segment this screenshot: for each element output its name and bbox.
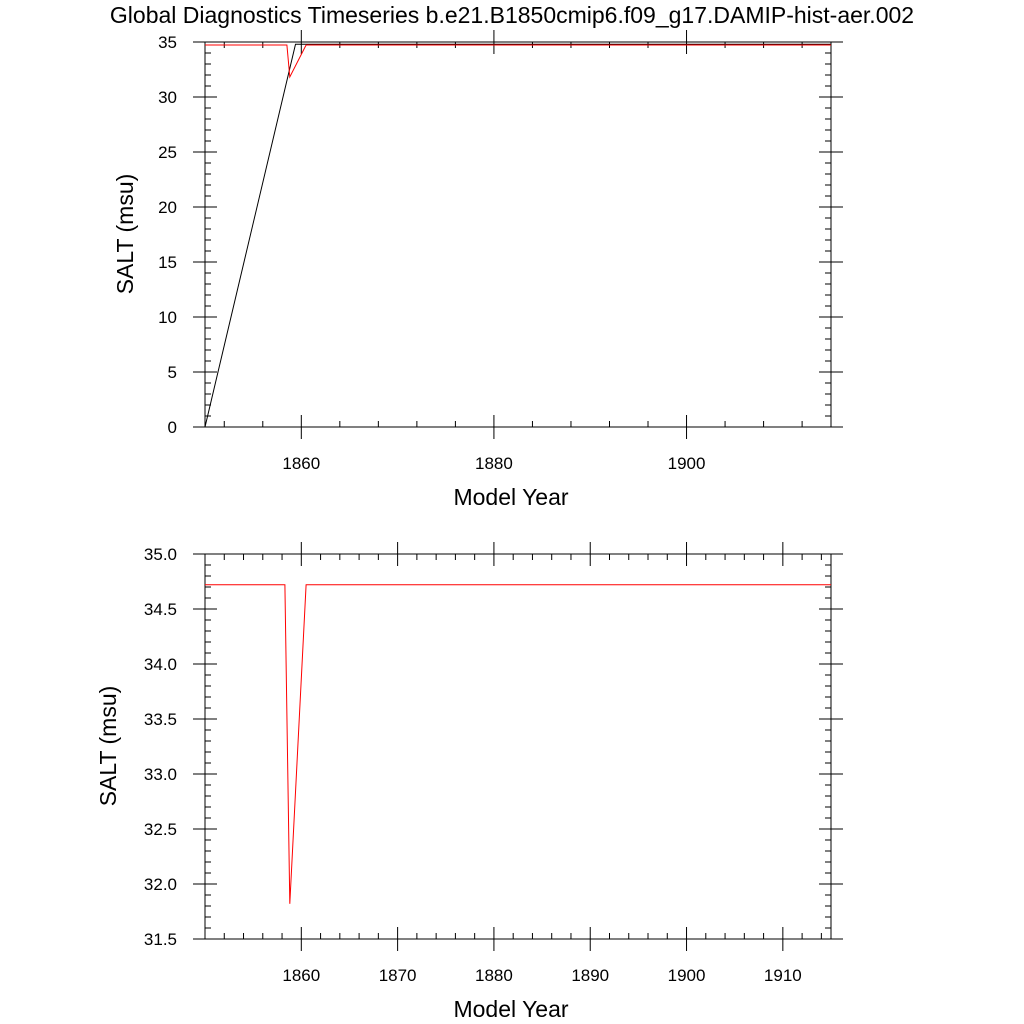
bottom-panel-ylabel: SALT (msu): [95, 686, 121, 807]
bottom-panel-y-tick-label: 33.5: [144, 710, 177, 729]
bottom-panel-y-tick-label: 34.5: [144, 600, 177, 619]
top-panel-xlabel: Model Year: [453, 484, 568, 510]
bottom-panel-xlabel: Model Year: [453, 996, 568, 1022]
bottom-panel-x-tick-label: 1880: [475, 966, 513, 985]
top-panel-y-tick-label: 35: [158, 33, 177, 52]
bottom-panel-x-tick-label: 1890: [571, 966, 609, 985]
top-panel-y-tick-label: 5: [168, 363, 177, 382]
top-panel-series-line-1: [205, 44, 831, 79]
top-panel-y-tick-label: 25: [158, 143, 177, 162]
bottom-panel-y-tick-label: 35.0: [144, 545, 177, 564]
bottom-panel-y-tick-label: 31.5: [144, 930, 177, 949]
bottom-panel-x-tick-label: 1900: [668, 966, 706, 985]
top-panel: 1860 1880 1900 0 5 10 15 20 25 30 35 Model Year SA…: [112, 30, 843, 510]
top-panel-y-tick-label: 10: [158, 308, 177, 327]
bottom-panel-y-tick-label: 32.5: [144, 820, 177, 839]
top-panel-y-tick-label: 30: [158, 88, 177, 107]
bottom-panel-x-tick-label: 1860: [282, 966, 320, 985]
top-panel-x-tick-label: 1900: [668, 454, 706, 473]
top-panel-y-tick-label: 20: [158, 198, 177, 217]
bottom-panel-series-line-0: [205, 584, 831, 904]
bottom-panel-y-tick-label: 33.0: [144, 765, 177, 784]
bottom-panel-frame: [204, 553, 832, 940]
top-panel-x-tick-label: 1860: [282, 454, 320, 473]
bottom-panel: 1860 1870 1880 1890 1900 1910 31.5 32.0 32.5 33.0…: [95, 542, 843, 1022]
figure-title: Global Diagnostics Timeseries b.e21.B185…: [110, 2, 914, 28]
bottom-panel-y-tick-label: 34.0: [144, 655, 177, 674]
top-panel-frame: [204, 41, 832, 428]
top-panel-y-tick-label: 0: [168, 418, 177, 437]
bottom-panel-y-tick-label: 32.0: [144, 875, 177, 894]
bottom-panel-x-tick-label: 1870: [379, 966, 417, 985]
top-panel-y-tick-label: 15: [158, 253, 177, 272]
top-panel-x-tick-label: 1880: [475, 454, 513, 473]
top-panel-ylabel: SALT (msu): [112, 174, 138, 295]
top-panel-series-line-0: [204, 43, 831, 428]
bottom-panel-x-tick-label: 1910: [764, 966, 802, 985]
